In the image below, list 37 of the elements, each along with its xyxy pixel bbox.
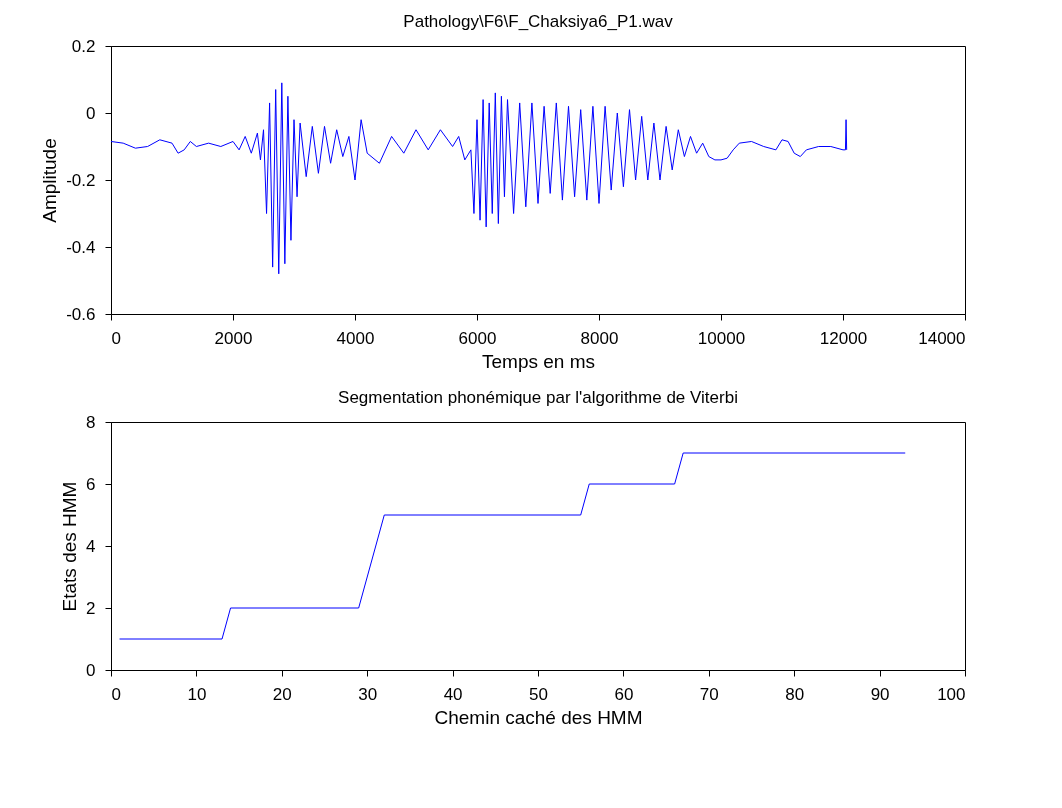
x-axis-title: Temps en ms (482, 350, 595, 372)
y-tick-label: 8 (86, 412, 96, 432)
y-tick-label: 0 (86, 660, 96, 680)
x-tick-label: 40 (443, 684, 463, 704)
x-tick-label: 12000 (819, 328, 868, 348)
x-tick-label: 60 (614, 684, 634, 704)
y-axis-title: Etats des HMM (59, 481, 81, 612)
x-tick-label: 14000 (918, 328, 966, 348)
x-tick-label: 50 (529, 684, 548, 704)
chart-title: Segmentation phonémique par l'algorithme de Viterbi (338, 388, 738, 407)
x-tick-label: 90 (870, 684, 890, 704)
x-tick-label: 2000 (214, 328, 253, 348)
x-tick-label: 8000 (580, 328, 619, 348)
x-tick-label: 10 (187, 684, 207, 704)
line-series (119, 452, 906, 640)
x-tick-label: 20 (272, 684, 292, 704)
y-tick-label: 0 (86, 103, 96, 123)
x-tick-label: 10000 (697, 328, 746, 348)
x-tick-label: 6000 (458, 328, 497, 348)
y-axis-title: Amplitude (39, 138, 61, 223)
x-axis-title: Chemin caché des HMM (434, 706, 643, 728)
x-tick-label: 0 (111, 328, 121, 348)
y-tick-label: -0.6 (66, 304, 96, 324)
x-tick-label: 4000 (336, 328, 375, 348)
y-tick-label: -0.2 (66, 170, 96, 190)
chart-title: Pathology\F6\F_Chaksiya6_P1.wav (403, 12, 674, 31)
x-tick-label: 80 (785, 684, 805, 704)
x-tick-label: 0 (111, 684, 121, 704)
y-tick-label: 4 (86, 536, 96, 556)
x-tick-label: 30 (358, 684, 378, 704)
y-tick-label: 0.2 (71, 36, 96, 56)
line-series (110, 82, 848, 275)
y-tick-label: 6 (86, 474, 96, 494)
y-tick-label: -0.4 (66, 237, 96, 257)
x-tick-label: 100 (937, 684, 966, 704)
x-tick-label: 70 (699, 684, 719, 704)
y-tick-label: 2 (86, 598, 96, 618)
